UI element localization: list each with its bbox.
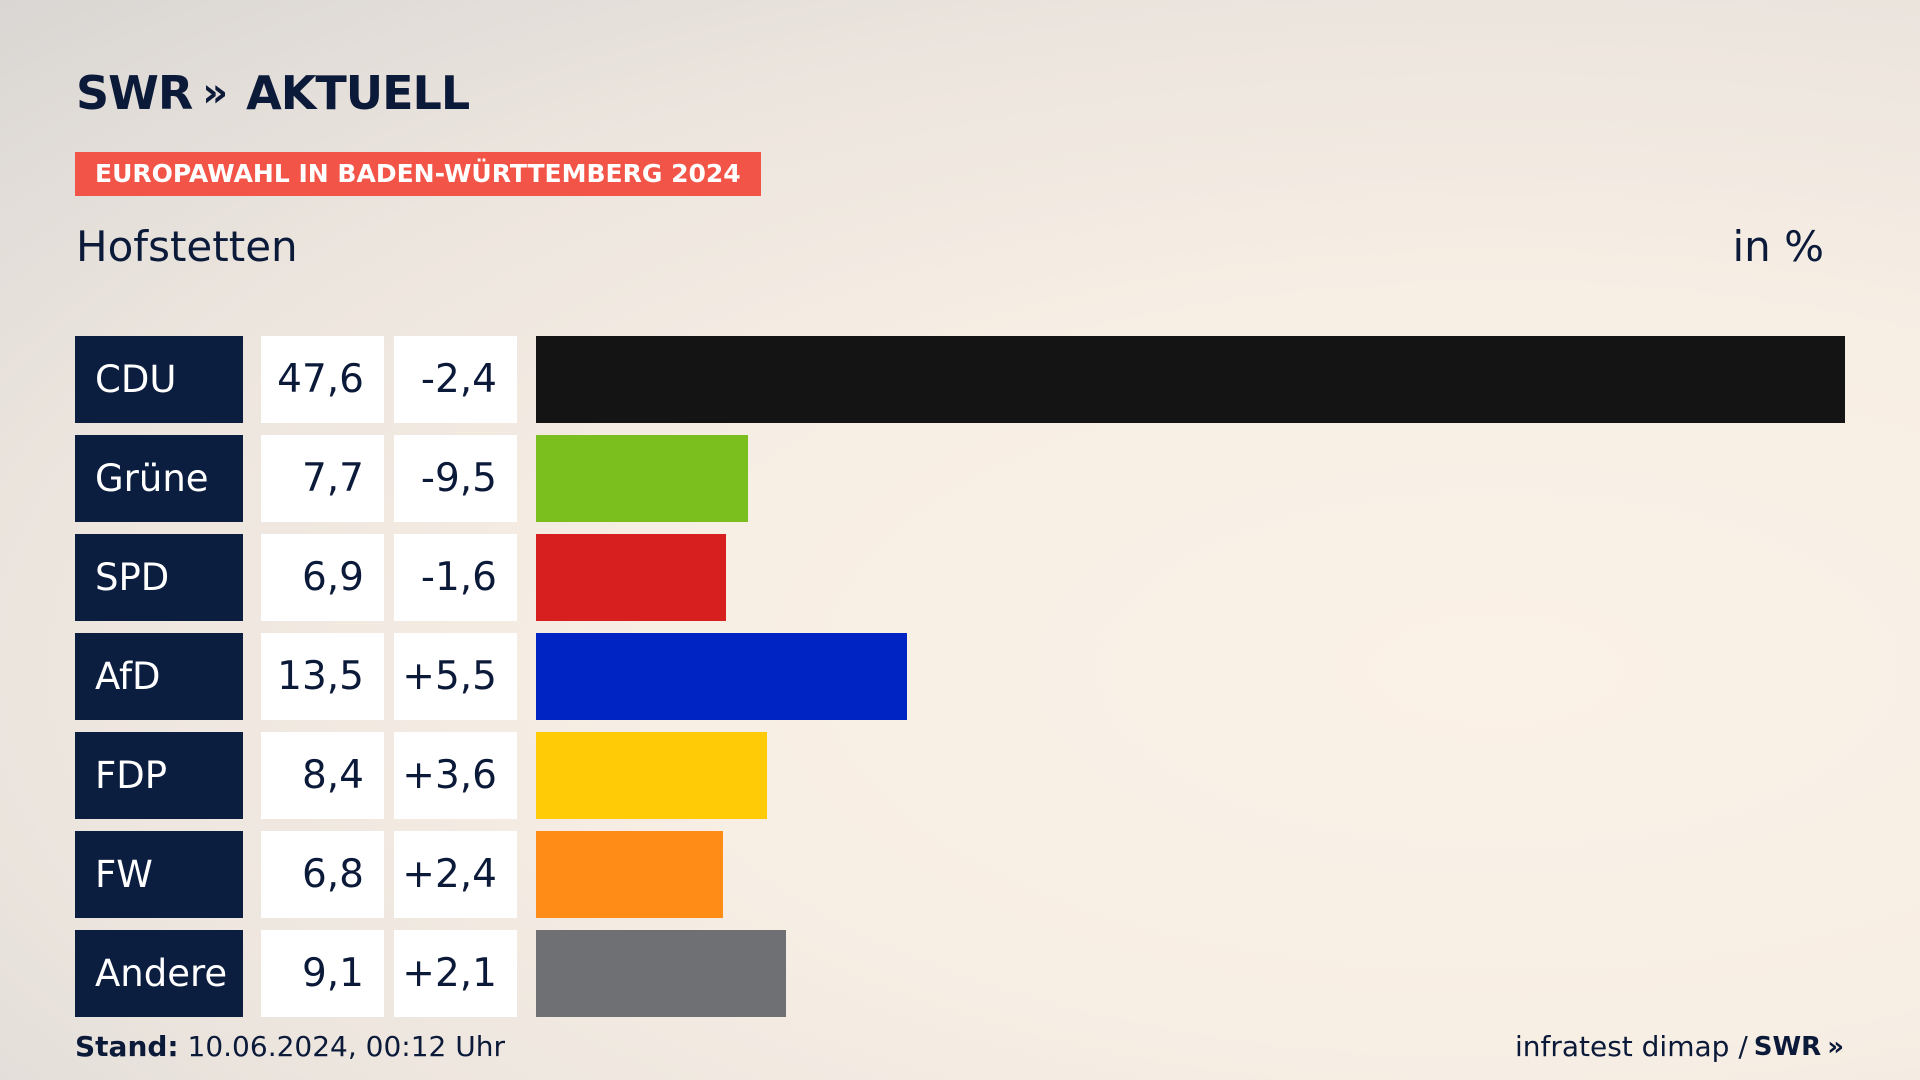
- bar-afd: [536, 633, 907, 720]
- unit-label: in %: [1732, 222, 1824, 271]
- source: infratest dimap / SWR »: [1515, 1030, 1844, 1063]
- party-label: SPD: [75, 534, 243, 621]
- timestamp: Stand: 10.06.2024, 00:12 Uhr: [75, 1030, 505, 1063]
- vote-change-value: +2,4: [394, 831, 517, 918]
- chart-row: CDU 47,6 -2,4: [75, 336, 1845, 423]
- bar-fw: [536, 831, 723, 918]
- vote-change-value: +2,1: [394, 930, 517, 1017]
- source-text: infratest dimap /: [1514, 1030, 1748, 1063]
- vote-change-value: +3,6: [394, 732, 517, 819]
- party-label: FDP: [75, 732, 243, 819]
- bar-andere: [536, 930, 786, 1017]
- party-label: FW: [75, 831, 243, 918]
- vote-share-value: 6,8: [261, 831, 384, 918]
- bar-spd: [536, 534, 726, 621]
- swr-aktuell-logo: SWR » AKTUELL: [76, 66, 470, 120]
- vote-change-value: +5,5: [394, 633, 517, 720]
- bar-fdp: [536, 732, 767, 819]
- source-logo: SWR: [1753, 1031, 1822, 1062]
- vote-share-value: 9,1: [261, 930, 384, 1017]
- vote-change-value: -9,5: [394, 435, 517, 522]
- vote-share-value: 7,7: [261, 435, 384, 522]
- bar-grüne: [536, 435, 748, 522]
- party-label: CDU: [75, 336, 243, 423]
- stand-label: Stand:: [75, 1030, 179, 1063]
- chart-row: FW 6,8 +2,4: [75, 831, 1845, 918]
- party-label: Andere: [75, 930, 243, 1017]
- chart-row: Andere 9,1 +2,1: [75, 930, 1845, 1017]
- vote-share-value: 6,9: [261, 534, 384, 621]
- election-tag: EUROPAWAHL IN BADEN-WÜRTTEMBERG 2024: [75, 152, 761, 196]
- chevron-right-icon: »: [1827, 1031, 1844, 1062]
- vote-share-value: 13,5: [261, 633, 384, 720]
- chart-row: AfD 13,5 +5,5: [75, 633, 1845, 720]
- logo-aktuell: AKTUELL: [246, 66, 470, 120]
- party-label: AfD: [75, 633, 243, 720]
- chart-row: SPD 6,9 -1,6: [75, 534, 1845, 621]
- chevron-right-icon: »: [202, 70, 228, 116]
- vote-change-value: -2,4: [394, 336, 517, 423]
- vote-share-value: 47,6: [261, 336, 384, 423]
- chart-row: Grüne 7,7 -9,5: [75, 435, 1845, 522]
- party-label: Grüne: [75, 435, 243, 522]
- logo-swr: SWR: [76, 66, 193, 120]
- bar-cdu: [536, 336, 1845, 423]
- vote-share-value: 8,4: [261, 732, 384, 819]
- stand-value: 10.06.2024, 00:12 Uhr: [187, 1030, 505, 1063]
- chart-row: FDP 8,4 +3,6: [75, 732, 1845, 819]
- place-title: Hofstetten: [76, 222, 298, 271]
- vote-change-value: -1,6: [394, 534, 517, 621]
